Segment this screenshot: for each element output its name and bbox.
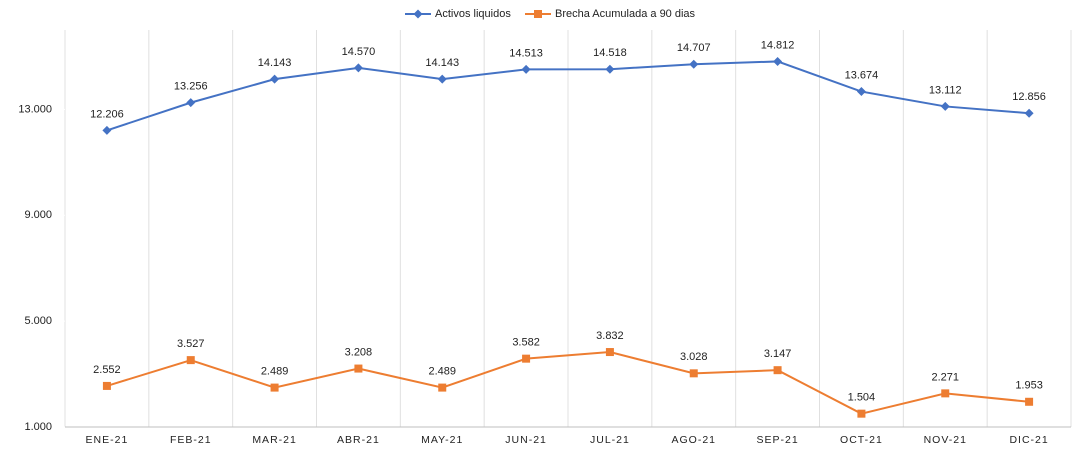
data-label: 14.513 xyxy=(509,47,543,59)
point xyxy=(689,59,699,69)
point xyxy=(1024,108,1034,118)
data-label: 13.674 xyxy=(845,69,879,81)
y-tick-label: 5.000 xyxy=(24,315,52,327)
data-label: 2.489 xyxy=(261,365,289,377)
point xyxy=(186,356,195,365)
point xyxy=(1025,397,1034,406)
point xyxy=(857,409,866,418)
data-label: 2.489 xyxy=(428,365,456,377)
x-tick-label: SEP-21 xyxy=(756,434,798,446)
x-tick-label: FEB-21 xyxy=(170,434,212,446)
point xyxy=(940,101,950,111)
point xyxy=(354,364,363,373)
point xyxy=(605,64,615,74)
data-label: 3.582 xyxy=(512,337,540,349)
x-tick-label: JUL-21 xyxy=(590,434,630,446)
x-tick-label: OCT-21 xyxy=(840,434,883,446)
data-label: 13.256 xyxy=(174,81,208,93)
point xyxy=(689,369,698,378)
data-label: 1.953 xyxy=(1015,380,1043,392)
x-tick-label: DIC-21 xyxy=(1009,434,1048,446)
x-tick-label: JUN-21 xyxy=(505,434,547,446)
x-tick-label: ENE-21 xyxy=(86,434,129,446)
y-tick-label: 9.000 xyxy=(24,209,52,221)
point xyxy=(438,383,447,392)
point xyxy=(353,63,363,73)
point xyxy=(270,74,280,84)
x-tick-label: AGO-21 xyxy=(671,434,716,446)
point xyxy=(437,74,447,84)
y-tick-label: 13.000 xyxy=(18,103,52,115)
point xyxy=(270,383,279,392)
data-label: 14.707 xyxy=(677,42,711,54)
y-tick-label: 1.000 xyxy=(24,421,52,433)
point xyxy=(102,381,111,390)
data-label: 3.832 xyxy=(596,330,624,342)
data-label: 3.028 xyxy=(680,351,708,363)
point xyxy=(941,389,950,398)
data-label: 13.112 xyxy=(929,84,962,96)
x-tick-label: ABR-21 xyxy=(337,434,380,446)
data-label: 2.271 xyxy=(931,371,959,383)
data-label: 3.208 xyxy=(345,346,373,358)
point xyxy=(522,354,531,363)
data-label: 1.504 xyxy=(848,392,876,404)
x-tick-label: NOV-21 xyxy=(924,434,967,446)
x-tick-label: MAY-21 xyxy=(421,434,463,446)
point xyxy=(102,125,112,135)
data-label: 12.206 xyxy=(90,108,124,120)
point xyxy=(773,56,783,66)
point xyxy=(605,348,614,357)
point xyxy=(534,10,542,18)
point xyxy=(521,64,531,74)
point xyxy=(413,9,423,19)
x-tick-label: MAR-21 xyxy=(252,434,297,446)
data-label: 3.527 xyxy=(177,338,205,350)
data-label: 14.812 xyxy=(761,39,795,51)
point xyxy=(186,98,196,108)
data-label: 14.143 xyxy=(425,57,459,69)
point xyxy=(856,87,866,97)
data-label: 12.856 xyxy=(1012,91,1046,103)
data-label: 14.143 xyxy=(258,57,292,69)
data-label: 14.518 xyxy=(593,47,627,59)
data-label: 14.570 xyxy=(342,46,376,58)
point xyxy=(773,366,782,375)
line xyxy=(106,351,1030,415)
legend-label: Activos liquidos xyxy=(435,8,511,20)
legend-label: Brecha Acumulada a 90 dias xyxy=(555,8,696,20)
data-label: 3.147 xyxy=(764,348,792,360)
line xyxy=(106,60,1030,132)
data-label: 2.552 xyxy=(93,364,121,376)
